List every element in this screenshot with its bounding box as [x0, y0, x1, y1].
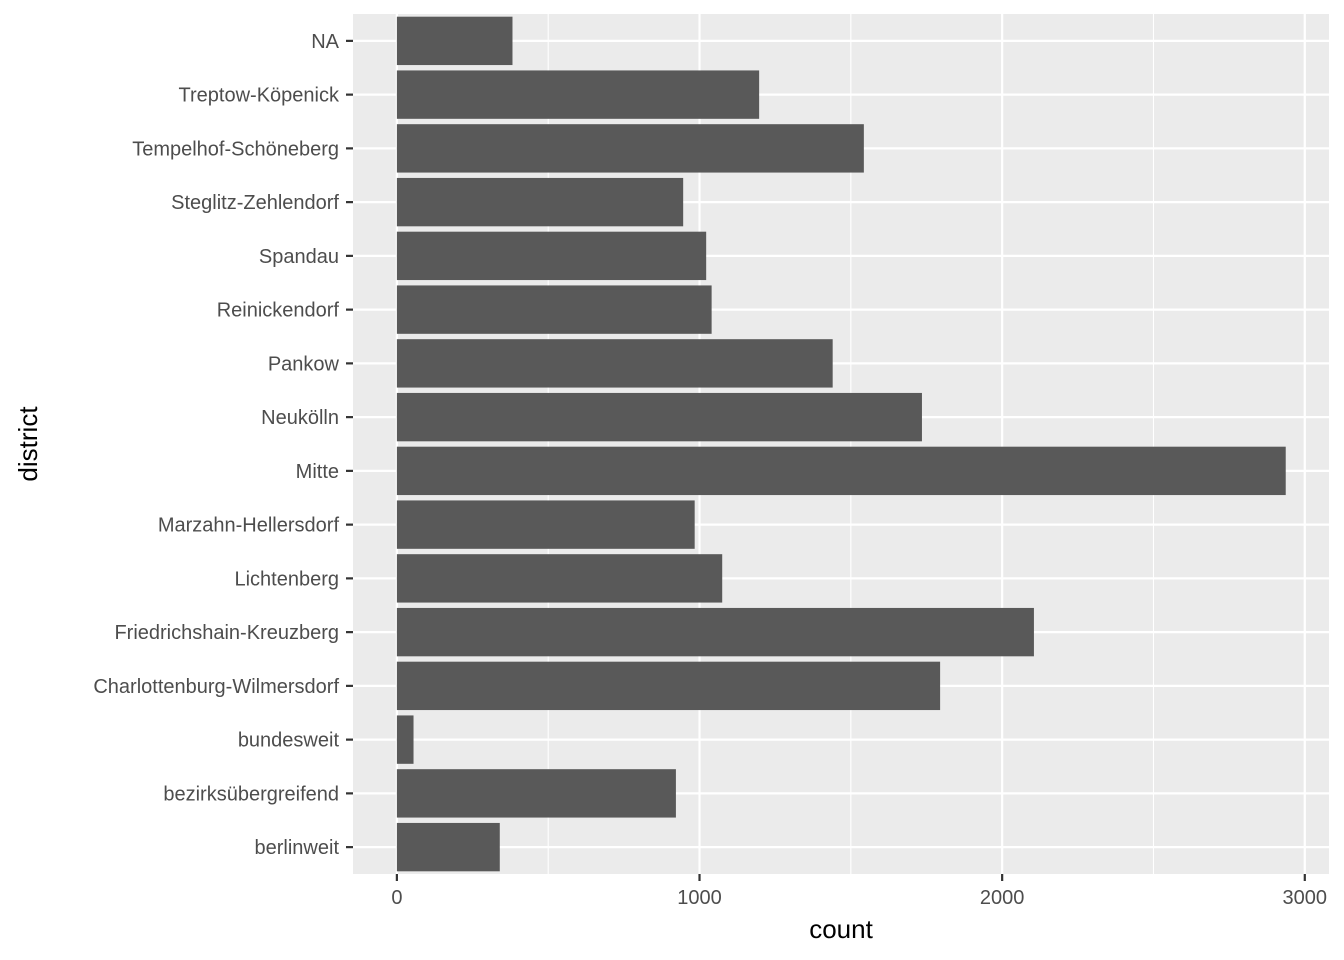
- bar: [396, 177, 684, 227]
- y-axis-title: district: [13, 406, 43, 482]
- x-axis: 0 1000 2000 3000: [391, 874, 1327, 909]
- bar: [396, 70, 760, 119]
- bar: [396, 661, 941, 711]
- y-tick-label: Treptow-Köpenick: [179, 85, 340, 107]
- bar: [396, 715, 414, 764]
- y-axis: NA Treptow-Köpenick Tempelhof-Schöneberg St…: [93, 31, 353, 859]
- bar: [396, 822, 500, 872]
- bar: [396, 446, 1286, 496]
- y-tick-label: bundesweit: [238, 730, 340, 752]
- x-tick-label: 2000: [980, 887, 1025, 909]
- x-tick-label: 3000: [1283, 887, 1328, 909]
- bar: [396, 769, 676, 818]
- y-tick-label: berlinweit: [255, 837, 340, 859]
- x-axis-title: count: [809, 914, 873, 944]
- bar: [396, 124, 864, 173]
- bar: [396, 500, 695, 549]
- x-tick-label: 1000: [677, 887, 722, 909]
- bar: [396, 285, 712, 334]
- y-tick-label: Mitte: [296, 461, 339, 483]
- y-tick-label: Friedrichshain-Kreuzberg: [114, 622, 339, 644]
- bars: [396, 16, 1286, 872]
- y-tick-label: Neukölln: [261, 407, 339, 429]
- bar: [396, 554, 723, 603]
- bar: [396, 392, 922, 442]
- y-tick-label: bezirksübergreifend: [163, 783, 339, 805]
- y-tick-label: Tempelhof-Schöneberg: [132, 138, 339, 160]
- y-tick-label: Steglitz-Zehlendorf: [171, 192, 339, 214]
- x-tick-label: 0: [391, 887, 402, 909]
- bar: [396, 607, 1034, 657]
- bar: [396, 231, 707, 281]
- y-tick-label: Reinickendorf: [217, 300, 340, 322]
- y-tick-label: Charlottenburg-Wilmersdorf: [93, 676, 339, 698]
- bar: [396, 16, 513, 66]
- y-tick-label: Marzahn-Hellersdorf: [158, 515, 340, 537]
- y-tick-label: NA: [311, 31, 339, 53]
- y-tick-label: Spandau: [259, 246, 339, 268]
- y-tick-label: Lichtenberg: [234, 568, 339, 590]
- y-tick-label: Pankow: [268, 353, 340, 375]
- bar: [396, 339, 833, 388]
